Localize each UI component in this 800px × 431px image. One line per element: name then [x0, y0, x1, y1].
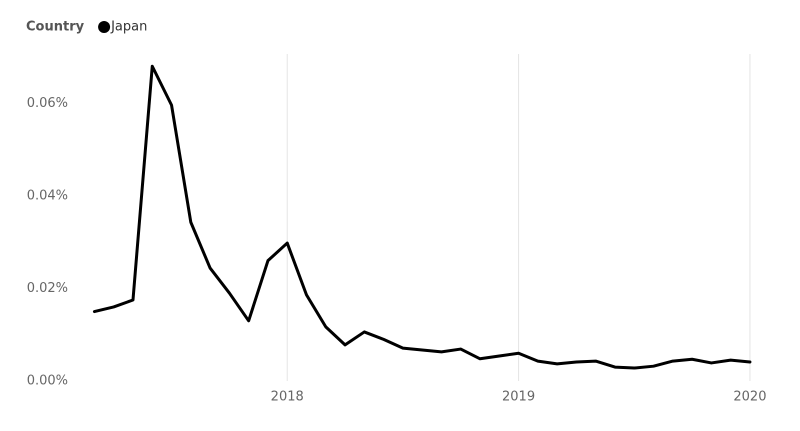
y-tick-label: 0.00% [27, 374, 68, 389]
legend-marker [98, 21, 111, 33]
y-tick-label: 0.02% [27, 281, 68, 296]
x-tick-label: 2020 [733, 390, 766, 405]
y-tick-label: 0.06% [27, 96, 68, 111]
y-tick-label: 0.04% [27, 188, 68, 203]
x-tick-label: 2018 [271, 390, 304, 405]
legend-label: Japan [110, 20, 147, 35]
legend-title: Country [26, 20, 85, 35]
x-tick-label: 2019 [502, 390, 535, 405]
data-line [92, 64, 752, 370]
